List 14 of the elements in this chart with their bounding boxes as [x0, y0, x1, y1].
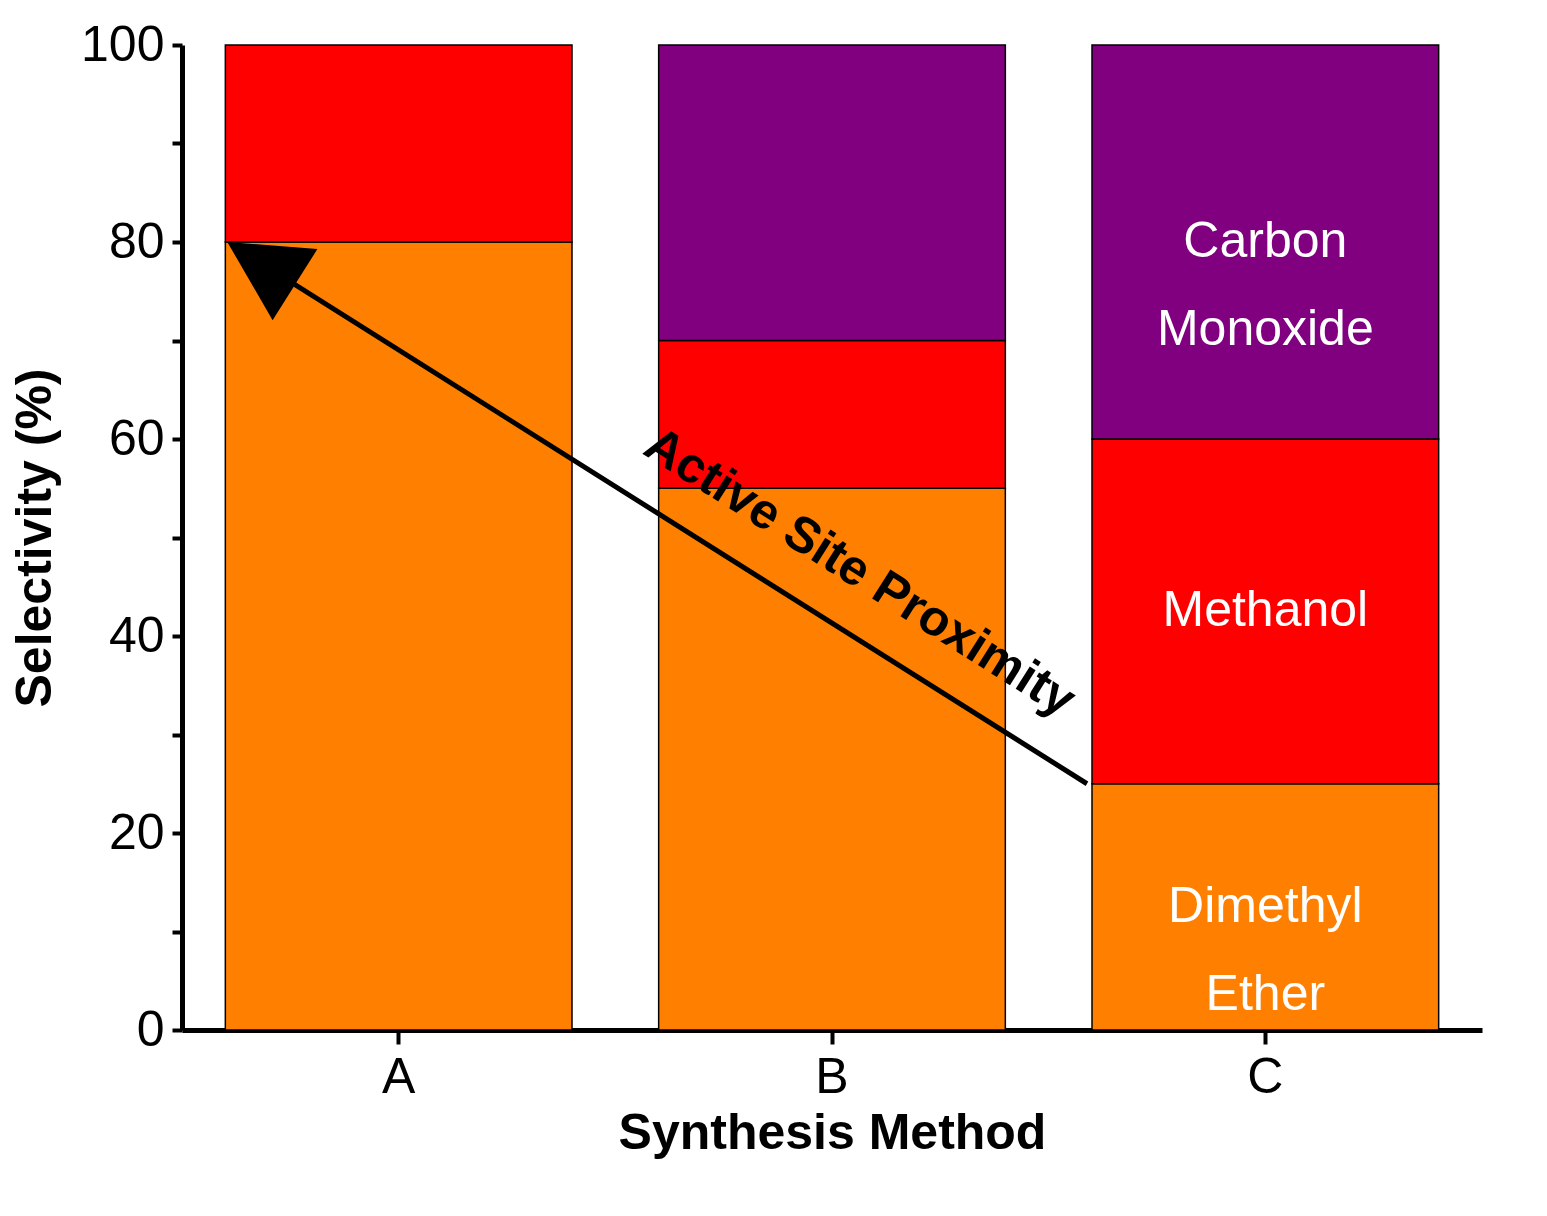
x-axis-title: Synthesis Method [618, 1103, 1047, 1160]
y-tick-label: 0 [136, 1000, 165, 1057]
y-tick-label: 40 [108, 606, 165, 663]
series-label: Methanol [1162, 581, 1369, 638]
series-label: Carbon Monoxide [1156, 212, 1374, 356]
x-tick-label: C [1247, 1047, 1284, 1104]
x-tick-label: A [381, 1047, 416, 1104]
y-tick-label: 60 [108, 409, 165, 466]
y-tick-label: 20 [108, 803, 165, 860]
x-tick-label: B [815, 1047, 849, 1104]
y-axis-title: Selectivity (%) [6, 368, 63, 708]
series-label: Dimethyl Ether [1168, 876, 1363, 1021]
y-tick-label: 100 [81, 15, 165, 72]
y-tick-label: 80 [108, 212, 165, 269]
